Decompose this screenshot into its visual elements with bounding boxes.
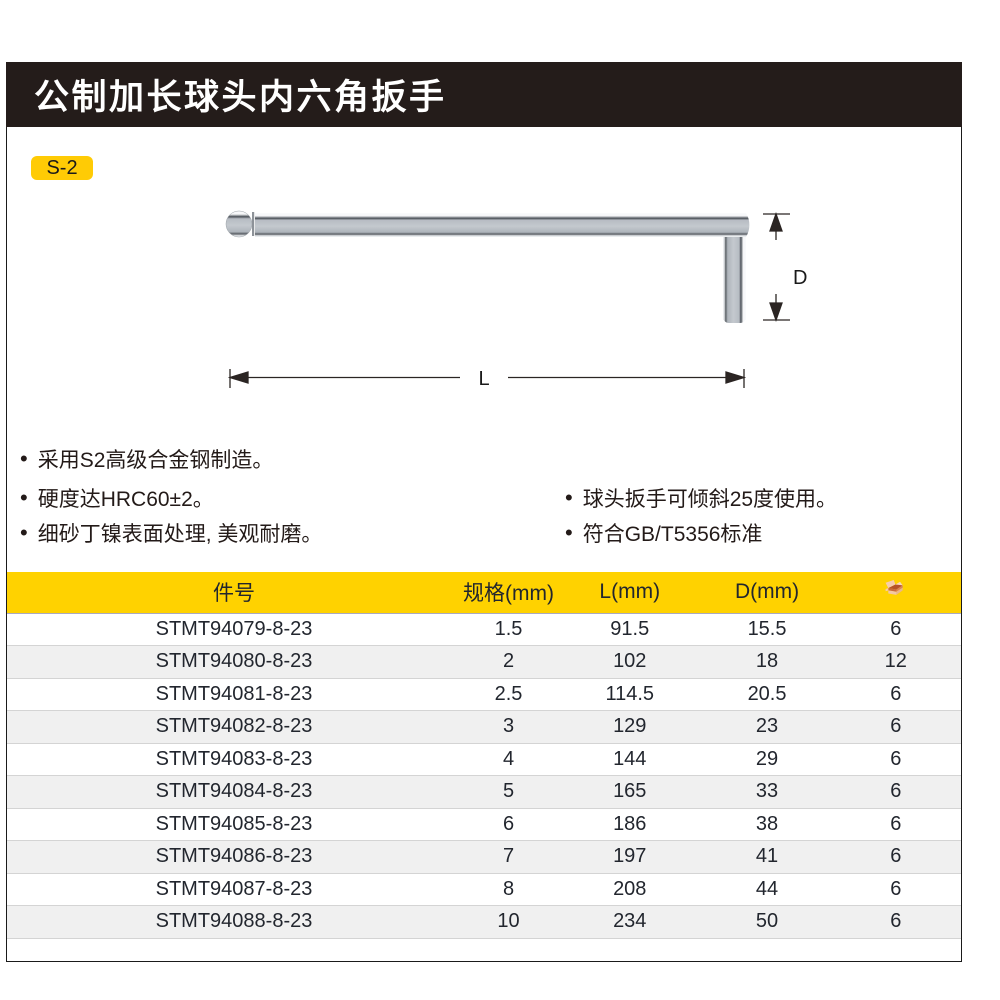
svg-text:D: D xyxy=(793,267,807,289)
svg-text:L: L xyxy=(478,368,489,390)
